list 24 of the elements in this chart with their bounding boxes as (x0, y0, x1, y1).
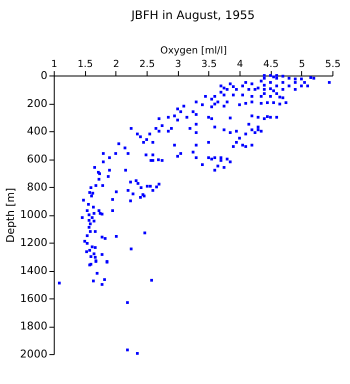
chart-title: JBFH in August, 1955 (130, 8, 255, 22)
y-tick-label: 600 (26, 152, 48, 166)
y-tick-label: 0 (40, 68, 48, 82)
x-tick-label: 4 (236, 59, 244, 70)
y-axis-title: Depth [m] (4, 188, 18, 243)
y-tick-label: 800 (26, 180, 48, 194)
y-tick-label: 400 (26, 124, 48, 138)
y-tick-label: 1800 (20, 320, 48, 333)
x-tick-label: 5 (298, 59, 306, 70)
x-tick-label: 4.5 (263, 59, 279, 70)
y-tick-label: 1400 (20, 264, 48, 277)
y-tick-label: 1600 (20, 292, 48, 305)
y-tick-label: 200 (26, 96, 48, 110)
x-tick-label: 2.5 (139, 59, 155, 70)
y-tick-label: 1200 (20, 236, 48, 250)
x-tick-label: 1 (51, 59, 58, 70)
x-axis-title: Oxygen [ml/l] (160, 45, 227, 56)
y-tick-label: 2000 (20, 348, 48, 361)
x-tick-label: 3.5 (201, 59, 217, 70)
x-tick-label: 2 (113, 59, 120, 70)
x-tick-label: 5.5 (325, 59, 341, 70)
x-tick-label: 1.5 (77, 59, 93, 70)
x-tick-label: 3 (174, 59, 182, 70)
y-tick-label: 1000 (20, 208, 48, 222)
